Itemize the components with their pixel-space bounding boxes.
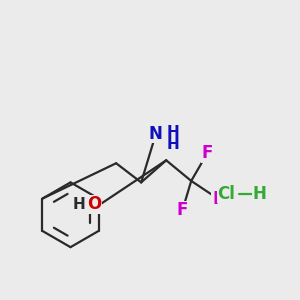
Text: H: H (166, 125, 179, 140)
Text: H: H (252, 185, 266, 203)
Text: N: N (149, 125, 163, 143)
Text: F: F (177, 201, 188, 219)
Text: H: H (73, 197, 86, 212)
Text: Cl: Cl (218, 185, 236, 203)
Text: O: O (87, 196, 101, 214)
Text: F: F (212, 190, 224, 208)
Text: H: H (166, 137, 179, 152)
Text: F: F (202, 144, 213, 162)
